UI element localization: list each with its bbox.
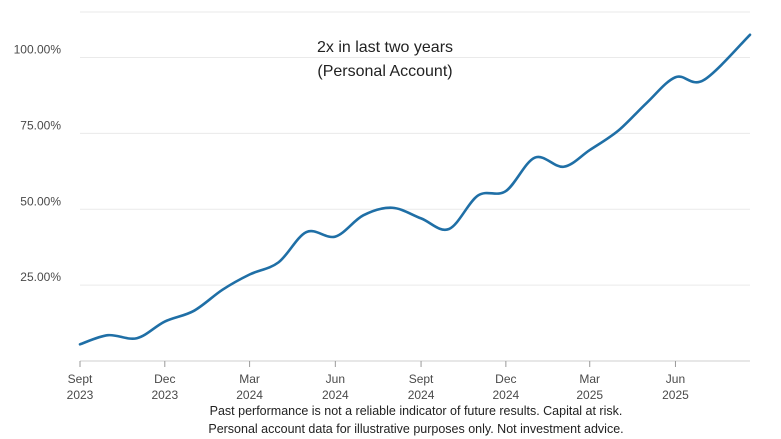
- x-axis-labels: Sept 2023 Dec 2023 Mar 2024 Jun 2024 Sept 2024 Dec…: [67, 372, 689, 402]
- x-tick-label-year: 2024: [408, 388, 435, 402]
- x-tick-label-year: 2024: [236, 388, 263, 402]
- y-tick-label: 75.00%: [20, 118, 61, 132]
- y-tick-label: 50.00%: [20, 194, 61, 208]
- y-tick-label: 25.00%: [20, 270, 61, 284]
- y-axis-labels: 25.00% 50.00% 75.00% 100.00%: [14, 43, 62, 285]
- x-tick-label-month: Sept: [409, 372, 434, 386]
- x-tick-label-month: Sept: [68, 372, 93, 386]
- chart-title: 2x in last two years: [317, 39, 453, 56]
- footnote-line-2: Personal account data for illustrative p…: [208, 422, 623, 436]
- x-tick-label-month: Mar: [239, 372, 260, 386]
- x-tick-label-year: 2024: [493, 388, 520, 402]
- x-tick-label-year: 2024: [322, 388, 349, 402]
- x-tick-label-month: Mar: [579, 372, 600, 386]
- x-tick-label-year: 2025: [576, 388, 603, 402]
- x-tick-label-month: Jun: [666, 372, 685, 386]
- x-tick-label-year: 2025: [662, 388, 689, 402]
- series-line: [78, 33, 752, 346]
- y-tick-label: 100.00%: [14, 43, 62, 57]
- footnote-line-1: Past performance is not a reliable indic…: [210, 404, 623, 418]
- grid-lines: [80, 11, 750, 286]
- x-tick-label-year: 2023: [67, 388, 94, 402]
- series-lines: [78, 33, 752, 346]
- x-tick-label-year: 2023: [151, 388, 178, 402]
- x-axis-ticks: [79, 360, 750, 367]
- chart-subtitle: (Personal Account): [317, 63, 452, 80]
- x-tick-label-month: Dec: [154, 372, 175, 386]
- x-tick-label-month: Dec: [495, 372, 516, 386]
- x-tick-label-month: Jun: [326, 372, 345, 386]
